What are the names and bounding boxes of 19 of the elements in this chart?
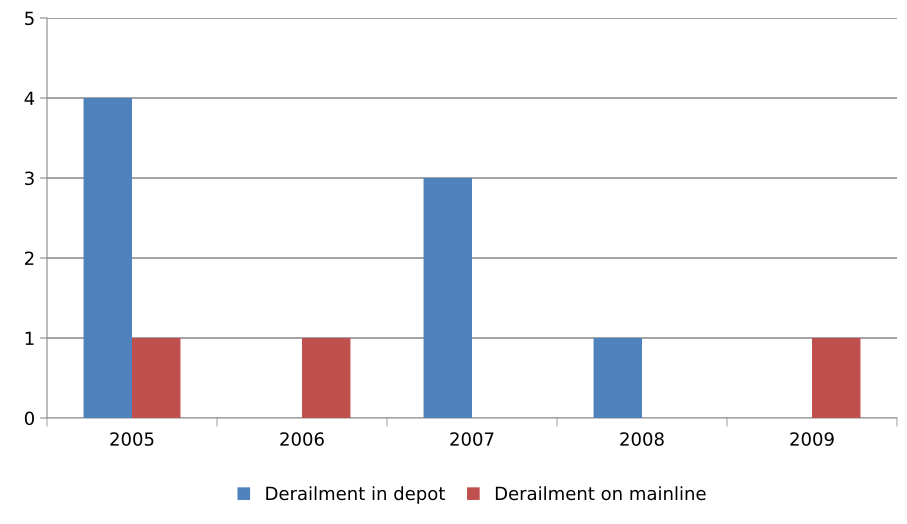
y-tick-label: 5 [25, 12, 34, 26]
y-tick-label: 3 [25, 171, 34, 186]
x-tick-label: 2009 [790, 432, 834, 446]
x-tick-label: 2006 [280, 432, 324, 446]
x-tick-label: 2008 [620, 432, 664, 446]
bar [302, 338, 350, 418]
y-tick-label: 4 [24, 92, 34, 105]
bar [84, 98, 132, 418]
x-tick-label: 2007 [450, 432, 494, 446]
bar [424, 178, 472, 418]
legend-label: Derailment on mainline [496, 486, 706, 500]
x-tick-label: 2005 [110, 432, 154, 446]
bar [594, 338, 642, 418]
y-tick-label: 1 [26, 332, 34, 345]
bar [812, 338, 860, 418]
legend-label: Derailment in depot [266, 486, 445, 504]
y-tick-label: 2 [25, 251, 34, 265]
bar [132, 338, 180, 418]
y-tick-label: 0 [24, 411, 34, 426]
